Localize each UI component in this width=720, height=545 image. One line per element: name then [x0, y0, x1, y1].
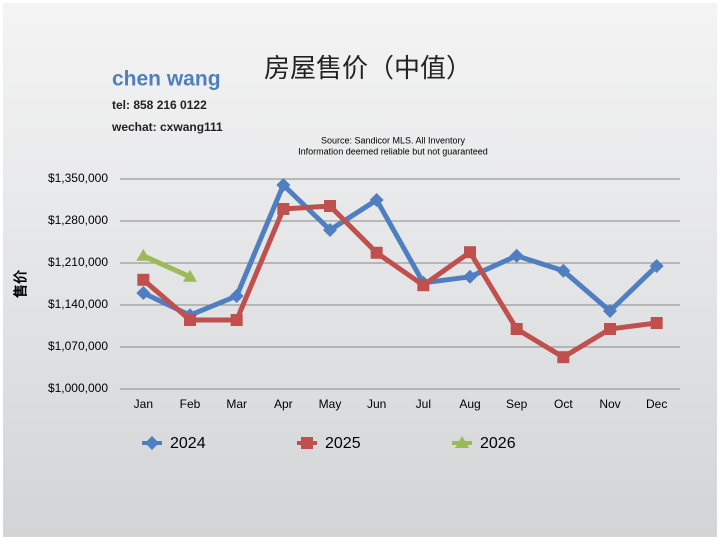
x-tick-label: May — [319, 397, 342, 411]
point — [557, 351, 570, 364]
point — [369, 193, 384, 207]
x-tick-label: Apr — [274, 397, 293, 411]
point — [464, 246, 476, 259]
source-note: Source: Sandicor MLS. All Inventory — [321, 135, 466, 145]
y-axis-label: 售价 — [13, 269, 29, 299]
x-tick-label: Feb — [180, 397, 201, 411]
x-tick-label: Jan — [134, 397, 153, 411]
point — [556, 263, 571, 278]
y-tick-label: $1,210,000 — [48, 255, 108, 269]
point — [324, 200, 336, 212]
legend-label: 2025 — [325, 435, 361, 452]
y-tick-label: $1,280,000 — [48, 213, 108, 227]
point — [417, 279, 430, 292]
chart-title: 房屋售价（中值） — [264, 53, 472, 83]
point — [509, 248, 524, 263]
point — [136, 248, 151, 261]
point — [136, 286, 151, 300]
x-tick-label: Sep — [506, 397, 528, 411]
contact-tel: tel: 858 216 0122 — [112, 98, 207, 112]
point — [323, 223, 337, 237]
point — [184, 314, 196, 326]
point — [183, 269, 197, 282]
point — [510, 323, 523, 335]
point — [649, 259, 664, 273]
point — [604, 323, 616, 335]
y-tick-label: $1,350,000 — [48, 171, 108, 185]
x-tick-label: Aug — [459, 397, 480, 411]
series-line — [141, 203, 657, 360]
point — [650, 317, 663, 329]
legend-marker — [145, 436, 159, 450]
point — [277, 203, 290, 215]
point — [603, 304, 617, 318]
y-tick-label: $1,000,000 — [48, 381, 108, 395]
legend-marker — [301, 437, 313, 449]
x-tick-label: Mar — [226, 397, 247, 411]
contact-name: chen wang — [112, 68, 221, 91]
source-note: Information deemed reliable but not guar… — [298, 146, 488, 156]
series-line — [142, 253, 192, 280]
point — [137, 273, 150, 286]
legend-label: 2026 — [480, 435, 516, 452]
series-line — [142, 182, 659, 318]
legend-marker — [455, 436, 469, 448]
x-tick-label: Dec — [646, 397, 667, 411]
point — [230, 314, 243, 326]
y-tick-label: $1,140,000 — [48, 297, 108, 311]
point — [463, 269, 477, 284]
x-tick-label: Jul — [416, 397, 431, 411]
point — [370, 246, 383, 259]
legend-label: 2024 — [170, 435, 206, 452]
point — [276, 178, 291, 192]
x-tick-label: Oct — [554, 397, 573, 411]
x-tick-label: Nov — [599, 397, 620, 411]
y-tick-label: $1,070,000 — [48, 339, 108, 353]
background — [3, 3, 717, 537]
x-tick-label: Jun — [367, 397, 386, 411]
point — [229, 289, 244, 303]
contact-wechat: wechat: cxwang111 — [111, 120, 223, 134]
